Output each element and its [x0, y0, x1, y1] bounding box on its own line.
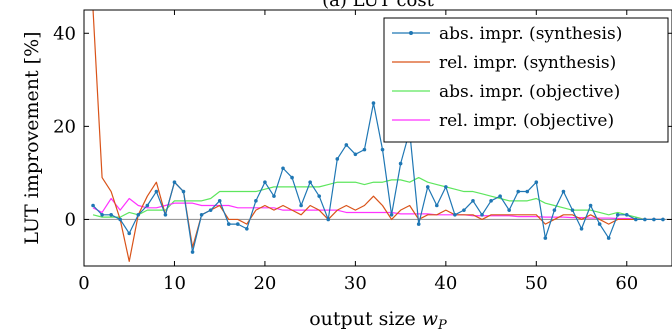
plot-frame — [83, 9, 672, 267]
data-point — [516, 189, 521, 194]
data-point — [462, 208, 466, 212]
data-point — [308, 180, 312, 185]
legend-label-rel-synthesis: rel. impr. (synthesis) — [439, 53, 616, 73]
data-point — [344, 143, 349, 147]
x-tick-label: 30 — [344, 273, 367, 294]
y-tick-label: 0 — [65, 209, 76, 230]
data-point — [154, 189, 159, 194]
data-point — [570, 208, 575, 212]
x-tick-label: 10 — [163, 273, 186, 294]
data-point — [444, 185, 448, 189]
data-point — [534, 180, 539, 185]
data-point — [661, 217, 665, 222]
data-point — [254, 199, 258, 203]
legend-label-rel-objective: rel. impr. (objective) — [439, 111, 614, 131]
x-tick-label: 40 — [434, 273, 457, 294]
y-tick-label: 20 — [53, 116, 76, 137]
data-point — [489, 199, 493, 203]
data-point — [498, 194, 502, 198]
chart-title: (a) LUT cost — [322, 0, 435, 11]
data-point — [91, 203, 95, 208]
data-point — [109, 213, 113, 217]
series-line-rel-objective — [92, 197, 663, 221]
series-line-abs-synthesis — [92, 102, 663, 253]
data-point — [100, 213, 104, 217]
data-point — [145, 203, 150, 208]
data-point — [389, 213, 394, 217]
x-axis-title: output size wP — [309, 308, 447, 331]
data-point — [272, 194, 276, 198]
data-point — [453, 213, 457, 217]
data-point — [634, 217, 638, 222]
data-point — [371, 101, 376, 105]
data-point — [525, 189, 530, 194]
data-point — [281, 166, 285, 171]
data-point — [136, 213, 141, 217]
data-point — [208, 208, 213, 212]
y-tick-label: 40 — [53, 23, 76, 44]
legend-entries: abs. impr. (synthesis) rel. impr. (synthe… — [392, 24, 622, 131]
data-point — [425, 185, 430, 189]
data-point — [579, 226, 584, 231]
data-point — [471, 199, 475, 203]
data-point — [552, 208, 557, 212]
data-point — [163, 213, 168, 217]
legend-box — [383, 17, 669, 143]
legend: abs. impr. (synthesis) rel. impr. (synthe… — [383, 17, 669, 143]
data-point — [543, 236, 548, 240]
data-point — [127, 231, 132, 236]
data-point — [588, 203, 593, 208]
data-point — [172, 180, 177, 185]
data-point — [326, 217, 331, 222]
data-point — [317, 194, 322, 198]
x-tick-label: 60 — [615, 273, 638, 294]
data-point — [335, 157, 340, 161]
x-tick-label: 20 — [253, 273, 276, 294]
data-point — [561, 189, 566, 194]
data-point — [290, 175, 294, 180]
data-point — [226, 222, 231, 226]
tick-layer: 0 10 20 30 40 50 60 0 20 40 — [53, 10, 672, 294]
data-point — [118, 217, 122, 222]
data-point — [615, 213, 620, 217]
data-point — [362, 147, 367, 152]
legend-label-abs-objective: abs. impr. (objective) — [439, 82, 620, 102]
series-layer — [84, 10, 672, 262]
data-point — [606, 236, 611, 240]
data-point — [263, 180, 267, 185]
data-point — [217, 199, 222, 203]
data-point — [190, 250, 195, 254]
data-point — [597, 222, 602, 226]
data-point — [398, 161, 403, 166]
data-point — [245, 226, 249, 231]
data-point — [181, 189, 186, 194]
data-point — [507, 208, 511, 212]
data-point — [652, 217, 656, 222]
data-point — [416, 222, 421, 226]
series-line-abs-objective — [92, 176, 663, 221]
data-point — [480, 213, 484, 217]
data-point — [435, 203, 439, 208]
x-tick-label: 50 — [525, 273, 548, 294]
data-point — [299, 203, 303, 208]
data-point — [624, 213, 629, 217]
data-point — [643, 217, 647, 222]
x-tick-label: 0 — [78, 273, 89, 294]
data-point — [199, 213, 204, 217]
legend-marker — [409, 31, 413, 35]
data-point — [235, 222, 240, 226]
y-axis-title: LUT improvement [%] — [21, 31, 43, 244]
legend-label-abs-synthesis: abs. impr. (synthesis) — [439, 24, 622, 44]
data-point — [353, 152, 358, 157]
data-point — [380, 147, 385, 152]
